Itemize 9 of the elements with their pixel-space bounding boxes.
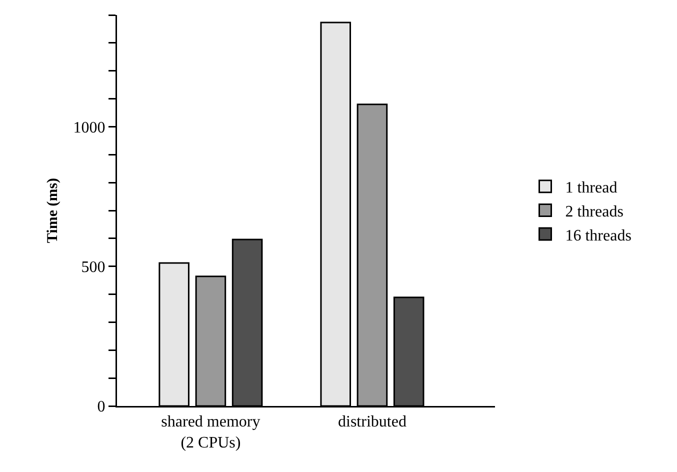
y-tick-label: 0 [97, 398, 106, 416]
y-axis-title: Time (ms) [44, 178, 61, 244]
legend-label: 16 threads [565, 227, 632, 244]
legend-label: 1 thread [565, 180, 618, 197]
legend-label: 2 threads [565, 203, 624, 220]
y-tick-label: 1000 [73, 119, 106, 136]
x-tick-label: distributed [338, 414, 406, 431]
x-tick-label: shared memory (2 CPUs) [161, 414, 260, 452]
y-tick-label: 500 [81, 258, 106, 276]
